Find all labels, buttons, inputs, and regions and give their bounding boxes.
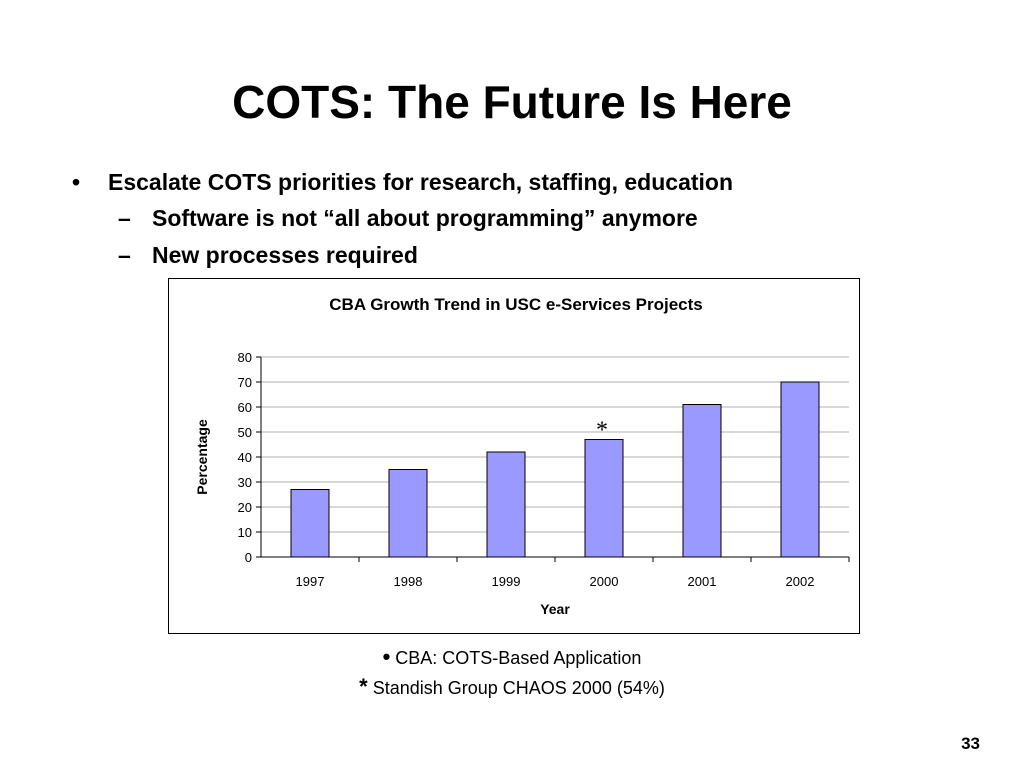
y-tick-label: 10 [238, 525, 252, 540]
bullet-text: Escalate COTS priorities for research, s… [108, 169, 734, 195]
sub-bullet-item: – Software is not “all about programming”… [118, 204, 698, 232]
bar [388, 469, 428, 558]
y-tick-label: 80 [238, 350, 252, 365]
y-tick-label: 40 [238, 450, 252, 465]
sub-bullet-marker: – [118, 242, 131, 268]
y-tick-label: 70 [238, 375, 252, 390]
bar-annotation: * [596, 418, 608, 444]
sub-bullet-text: Software is not “all about programming” … [152, 205, 698, 231]
page-number: 33 [961, 734, 980, 753]
x-tick-label: 2001 [688, 574, 717, 589]
bar [682, 404, 722, 558]
y-tick-label: 30 [238, 475, 252, 490]
bar [584, 439, 624, 558]
sub-bullet-item: – New processes required [118, 241, 418, 269]
sub-bullet-text: New processes required [152, 242, 418, 268]
bullet-item: • Escalate COTS priorities for research, … [72, 168, 733, 196]
footnote-text: CBA: COTS-Based Application [395, 648, 642, 668]
y-tick-label: 0 [245, 550, 252, 565]
x-tick-label: 2002 [786, 574, 815, 589]
x-tick-label: 1999 [492, 574, 521, 589]
footnote-symbol: * [359, 674, 368, 699]
x-tick-label: 1997 [296, 574, 325, 589]
y-axis-label: Percentage [194, 419, 210, 495]
bar-chart: CBA Growth Trend in USC e-Services Proje… [194, 295, 850, 617]
y-tick-label: 50 [238, 425, 252, 440]
footnote-text: Standish Group CHAOS 2000 (54%) [372, 678, 665, 698]
bar [290, 489, 330, 558]
chart-title: CBA Growth Trend in USC e-Services Proje… [329, 295, 702, 314]
bar [780, 381, 820, 558]
x-tick-label: 2000 [590, 574, 619, 589]
slide-title: COTS: The Future Is Here [232, 76, 792, 128]
x-axis-label: Year [540, 601, 570, 617]
footnote-symbol: • [382, 644, 391, 669]
x-tick-label: 1998 [394, 574, 423, 589]
footnote-standish: * Standish Group CHAOS 2000 (54%) [0, 676, 1024, 699]
y-tick-label: 20 [238, 500, 252, 515]
bar [486, 451, 526, 558]
y-tick-label: 60 [238, 400, 252, 415]
footnote-cba: • CBA: COTS-Based Application [0, 646, 1024, 669]
bullet-marker: • [72, 169, 81, 195]
sub-bullet-marker: – [118, 205, 131, 231]
chart-frame: CBA Growth Trend in USC e-Services Proje… [168, 278, 860, 634]
